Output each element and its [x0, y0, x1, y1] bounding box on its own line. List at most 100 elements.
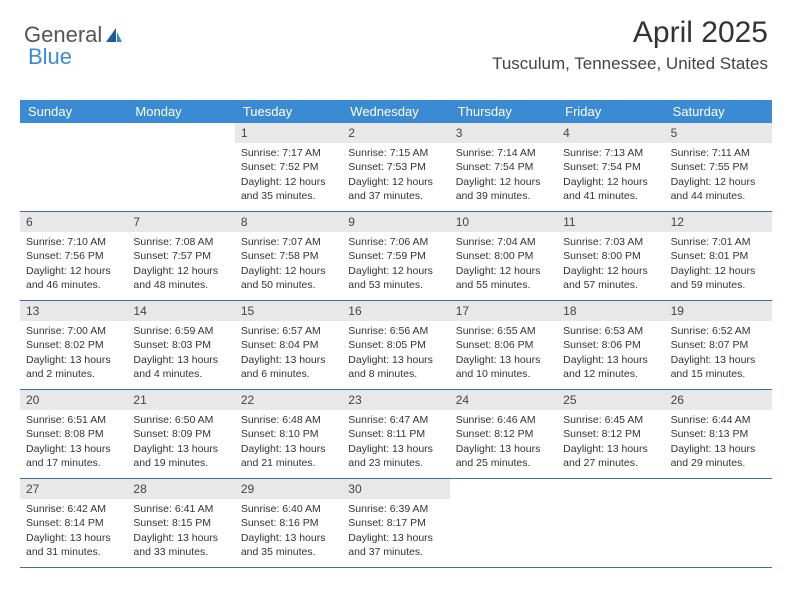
sunset-text: Sunset: 7:56 PM [26, 249, 121, 263]
daylight1-text: Daylight: 13 hours [241, 531, 336, 545]
daylight2-text: and 35 minutes. [241, 545, 336, 559]
day-cell: 19Sunrise: 6:52 AMSunset: 8:07 PMDayligh… [665, 301, 772, 389]
daylight2-text: and 8 minutes. [348, 367, 443, 381]
sunset-text: Sunset: 8:07 PM [671, 338, 766, 352]
sunrise-text: Sunrise: 6:53 AM [563, 324, 658, 338]
daylight2-text: and 29 minutes. [671, 456, 766, 470]
daylight2-text: and 44 minutes. [671, 189, 766, 203]
daylight1-text: Daylight: 12 hours [348, 264, 443, 278]
sunset-text: Sunset: 8:00 PM [456, 249, 551, 263]
daylight2-text: and 57 minutes. [563, 278, 658, 292]
daylight1-text: Daylight: 13 hours [671, 353, 766, 367]
day-cell: 22Sunrise: 6:48 AMSunset: 8:10 PMDayligh… [235, 390, 342, 478]
day-cell: 2Sunrise: 7:15 AMSunset: 7:53 PMDaylight… [342, 123, 449, 211]
daylight2-text: and 2 minutes. [26, 367, 121, 381]
sunset-text: Sunset: 7:53 PM [348, 160, 443, 174]
calendar: Sunday Monday Tuesday Wednesday Thursday… [20, 100, 772, 568]
sunrise-text: Sunrise: 7:14 AM [456, 146, 551, 160]
sunrise-text: Sunrise: 6:47 AM [348, 413, 443, 427]
daylight2-text: and 12 minutes. [563, 367, 658, 381]
daylight1-text: Daylight: 12 hours [456, 175, 551, 189]
day-cell: 3Sunrise: 7:14 AMSunset: 7:54 PMDaylight… [450, 123, 557, 211]
location-label: Tusculum, Tennessee, United States [492, 54, 768, 74]
sunset-text: Sunset: 7:54 PM [563, 160, 658, 174]
sunrise-text: Sunrise: 7:10 AM [26, 235, 121, 249]
day-cell: 10Sunrise: 7:04 AMSunset: 8:00 PMDayligh… [450, 212, 557, 300]
daylight2-text: and 59 minutes. [671, 278, 766, 292]
sunset-text: Sunset: 8:04 PM [241, 338, 336, 352]
daylight2-text: and 23 minutes. [348, 456, 443, 470]
sunset-text: Sunset: 8:00 PM [563, 249, 658, 263]
daylight1-text: Daylight: 13 hours [456, 442, 551, 456]
sunrise-text: Sunrise: 6:42 AM [26, 502, 121, 516]
day-cell: 6Sunrise: 7:10 AMSunset: 7:56 PMDaylight… [20, 212, 127, 300]
day-header: Thursday [450, 100, 557, 123]
day-cell: 7Sunrise: 7:08 AMSunset: 7:57 PMDaylight… [127, 212, 234, 300]
sunset-text: Sunset: 8:05 PM [348, 338, 443, 352]
daylight1-text: Daylight: 13 hours [348, 353, 443, 367]
sunrise-text: Sunrise: 7:13 AM [563, 146, 658, 160]
day-number: 27 [20, 479, 127, 499]
daylight1-text: Daylight: 12 hours [563, 175, 658, 189]
daylight2-text: and 17 minutes. [26, 456, 121, 470]
day-cell: 5Sunrise: 7:11 AMSunset: 7:55 PMDaylight… [665, 123, 772, 211]
day-number: 15 [235, 301, 342, 321]
daylight1-text: Daylight: 13 hours [241, 353, 336, 367]
sunset-text: Sunset: 8:15 PM [133, 516, 228, 530]
daylight1-text: Daylight: 12 hours [671, 264, 766, 278]
daylight2-text: and 15 minutes. [671, 367, 766, 381]
sunset-text: Sunset: 7:55 PM [671, 160, 766, 174]
day-number: 5 [665, 123, 772, 143]
day-number: 6 [20, 212, 127, 232]
day-number: 22 [235, 390, 342, 410]
daylight2-text: and 21 minutes. [241, 456, 336, 470]
day-number: 29 [235, 479, 342, 499]
day-number: 13 [20, 301, 127, 321]
day-number: 12 [665, 212, 772, 232]
daylight2-text: and 37 minutes. [348, 545, 443, 559]
sunrise-text: Sunrise: 6:46 AM [456, 413, 551, 427]
daylight1-text: Daylight: 13 hours [456, 353, 551, 367]
day-number: 16 [342, 301, 449, 321]
week-row: 1Sunrise: 7:17 AMSunset: 7:52 PMDaylight… [20, 123, 772, 212]
day-number: 18 [557, 301, 664, 321]
day-cell [450, 479, 557, 567]
daylight1-text: Daylight: 13 hours [563, 353, 658, 367]
sunset-text: Sunset: 8:11 PM [348, 427, 443, 441]
day-number: 14 [127, 301, 234, 321]
day-number: 7 [127, 212, 234, 232]
daylight2-text: and 33 minutes. [133, 545, 228, 559]
sunrise-text: Sunrise: 7:01 AM [671, 235, 766, 249]
day-cell: 17Sunrise: 6:55 AMSunset: 8:06 PMDayligh… [450, 301, 557, 389]
sunrise-text: Sunrise: 6:44 AM [671, 413, 766, 427]
sunrise-text: Sunrise: 7:04 AM [456, 235, 551, 249]
sunset-text: Sunset: 8:10 PM [241, 427, 336, 441]
daylight2-text: and 35 minutes. [241, 189, 336, 203]
sunset-text: Sunset: 8:12 PM [456, 427, 551, 441]
day-cell: 25Sunrise: 6:45 AMSunset: 8:12 PMDayligh… [557, 390, 664, 478]
sunset-text: Sunset: 8:03 PM [133, 338, 228, 352]
sunset-text: Sunset: 7:59 PM [348, 249, 443, 263]
sunset-text: Sunset: 8:12 PM [563, 427, 658, 441]
day-number: 9 [342, 212, 449, 232]
daylight1-text: Daylight: 13 hours [241, 442, 336, 456]
daylight2-text: and 41 minutes. [563, 189, 658, 203]
daylight2-text: and 25 minutes. [456, 456, 551, 470]
sunrise-text: Sunrise: 7:03 AM [563, 235, 658, 249]
sunrise-text: Sunrise: 6:57 AM [241, 324, 336, 338]
day-cell [20, 123, 127, 211]
sunrise-text: Sunrise: 6:59 AM [133, 324, 228, 338]
sunrise-text: Sunrise: 7:00 AM [26, 324, 121, 338]
day-header: Tuesday [235, 100, 342, 123]
sunset-text: Sunset: 8:09 PM [133, 427, 228, 441]
sunrise-text: Sunrise: 7:11 AM [671, 146, 766, 160]
day-cell [127, 123, 234, 211]
day-number: 4 [557, 123, 664, 143]
sunrise-text: Sunrise: 6:39 AM [348, 502, 443, 516]
daylight2-text: and 6 minutes. [241, 367, 336, 381]
daylight1-text: Daylight: 12 hours [133, 264, 228, 278]
daylight2-text: and 27 minutes. [563, 456, 658, 470]
day-cell: 15 Sunrise: 6:57 AMSunset: 8:04 PMDayligh… [235, 301, 342, 389]
day-cell: 24Sunrise: 6:46 AMSunset: 8:12 PMDayligh… [450, 390, 557, 478]
day-cell: 29Sunrise: 6:40 AMSunset: 8:16 PMDayligh… [235, 479, 342, 567]
